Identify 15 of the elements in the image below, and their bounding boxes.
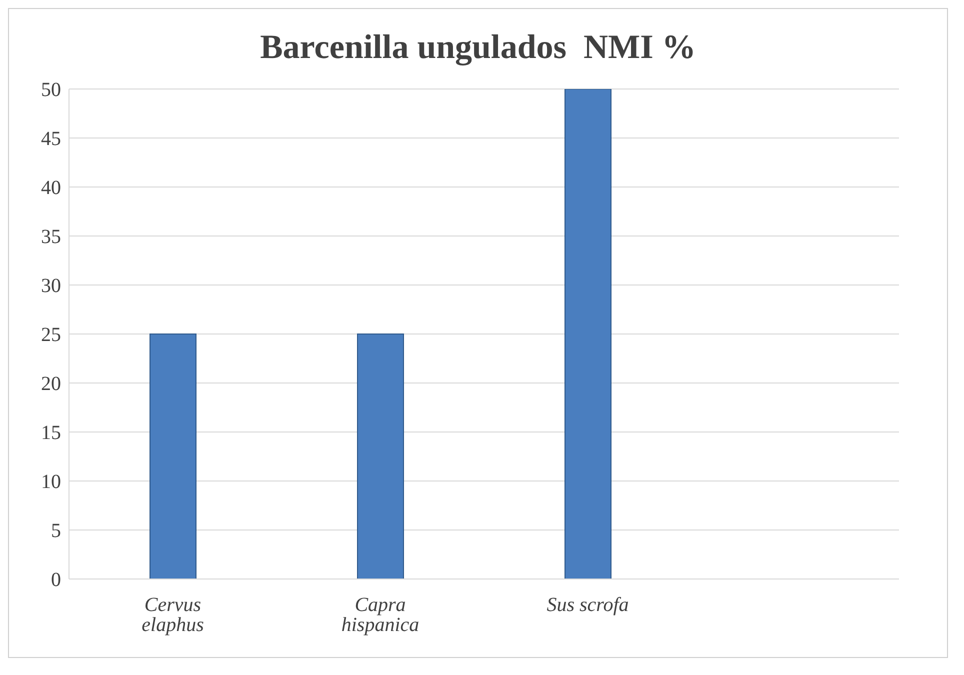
y-tick-label: 20 [41, 373, 61, 396]
x-tick-label: Cervus elaphus [142, 594, 204, 636]
y-tick-label: 0 [51, 569, 61, 592]
chart-title: Barcenilla ungulados NMI % [259, 28, 697, 68]
x-tick-label: Sus scrofa [546, 594, 629, 616]
y-tick-label: 40 [41, 177, 61, 200]
y-tick-label: 30 [41, 275, 61, 298]
y-tick-label: 15 [41, 422, 61, 444]
y-tick-label: 25 [41, 324, 61, 346]
y-tick-label: 10 [41, 471, 61, 494]
x-tick-label: Capra hispanica [341, 594, 420, 636]
y-tick-label: 50 [41, 79, 61, 102]
y-tick-label: 5 [51, 520, 61, 542]
y-tick-label: 45 [41, 128, 61, 150]
y-tick-label: 35 [41, 226, 61, 248]
